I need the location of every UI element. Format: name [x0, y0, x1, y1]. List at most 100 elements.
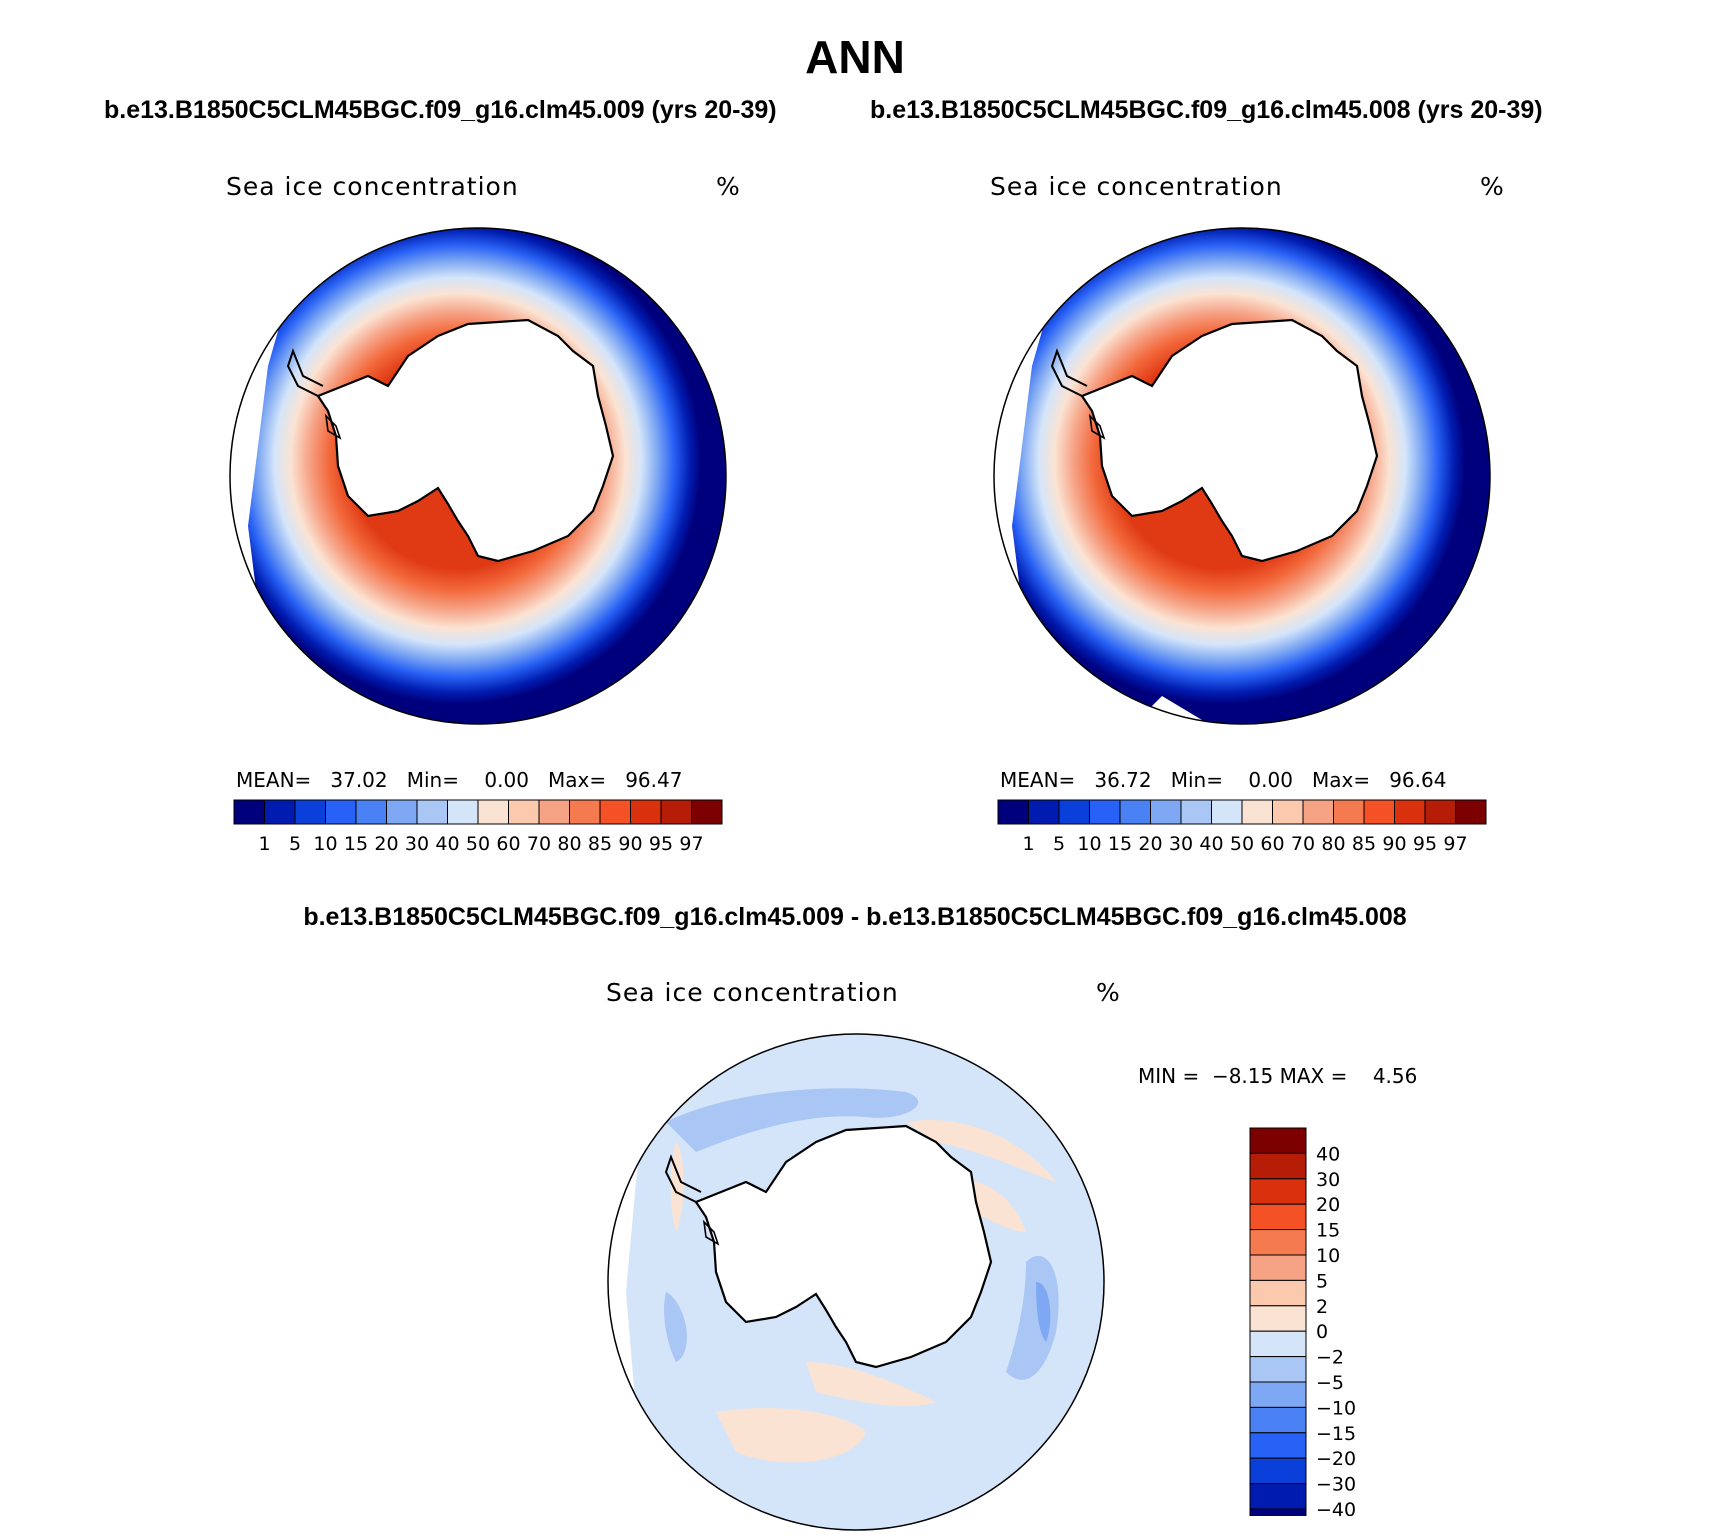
colorbar-3-tick-label: 5: [1316, 1270, 1328, 1292]
difference-max-value: 4.56: [1372, 1064, 1418, 1088]
colorbar-3-tick-label: 30: [1316, 1169, 1340, 1191]
colorbar-2-box: [1394, 799, 1426, 825]
colorbar-1-tick-label: 70: [527, 833, 551, 855]
colorbar-3-tick-label: 10: [1316, 1245, 1340, 1267]
colorbar-1-tick-label: 10: [313, 833, 337, 855]
colorbar-2-box: [1241, 799, 1273, 825]
colorbar-1-box: [691, 799, 723, 825]
colorbar-1-box: [264, 799, 296, 825]
colorbar-2-tick-label: 30: [1169, 833, 1193, 855]
colorbar-1-box: [599, 799, 631, 825]
colorbar-2-tick-label: 97: [1443, 833, 1467, 855]
colorbar-1-box: [233, 799, 265, 825]
panel-1-min-value: 0.00: [484, 768, 529, 792]
colorbar-3-tick-label: 40: [1316, 1143, 1340, 1165]
panel-1-map: [229, 227, 727, 725]
colorbar-2-tick-label: 15: [1108, 833, 1132, 855]
colorbar-2-box: [1150, 799, 1182, 825]
colorbar-2-tick-label: 50: [1230, 833, 1254, 855]
panel-1-antarctica: [316, 318, 615, 563]
colorbar-3-box: [1249, 1127, 1307, 1154]
colorbar-2-tick-label: 95: [1413, 833, 1437, 855]
colorbar-3-box: [1249, 1508, 1307, 1516]
colorbar-3-tick-label: 20: [1316, 1194, 1340, 1216]
panel-1-units-label: %: [716, 172, 741, 201]
difference-map: [607, 1033, 1105, 1531]
colorbar-3-tick-label: −40: [1316, 1499, 1356, 1516]
colorbar-3-box: [1249, 1457, 1307, 1485]
panel-2-min-label: Min=: [1170, 768, 1223, 792]
panel-2-mean-value: 36.72: [1094, 768, 1152, 792]
colorbar-3-tick-label: 2: [1316, 1296, 1328, 1318]
colorbar-1-tick-label: 40: [435, 833, 459, 855]
panel-2-max-label: Max=: [1312, 768, 1371, 792]
panel-1-max-label: Max=: [548, 768, 607, 792]
colorbar-1-box: [538, 799, 570, 825]
colorbar-3-tick-label: 0: [1316, 1321, 1328, 1343]
colorbar-2-tick-label: 20: [1138, 833, 1162, 855]
difference-antarctica: [694, 1124, 993, 1369]
colorbar-2-box: [997, 799, 1029, 825]
difference-variable-label: Sea ice concentration: [606, 978, 899, 1007]
colorbar-2-tick-label: 1: [1022, 833, 1034, 855]
colorbar-2-box: [1119, 799, 1151, 825]
colorbar-2-box: [1089, 799, 1121, 825]
colorbar-3-box: [1249, 1305, 1307, 1332]
colorbar-3-tick-label: −20: [1316, 1448, 1356, 1470]
colorbar-2-box: [1211, 799, 1243, 825]
colorbar-3-box: [1249, 1330, 1307, 1358]
colorbar-3-box: [1249, 1381, 1307, 1408]
colorbar-2-box: [1455, 799, 1487, 825]
colorbar-2-tick-label: 90: [1382, 833, 1406, 855]
figure-title: ANN: [805, 31, 905, 83]
colorbar-3-box: [1249, 1254, 1307, 1281]
panel-2-mean-label: MEAN=: [1000, 768, 1076, 792]
colorbar-1-tick-label: 90: [618, 833, 642, 855]
colorbar-2-tick-label: 80: [1321, 833, 1345, 855]
colorbar-3-box: [1249, 1432, 1307, 1459]
colorbar-2-box: [1302, 799, 1334, 825]
panel-1-max-value: 96.47: [625, 768, 683, 792]
colorbar-1-box: [569, 799, 601, 825]
colorbar-3-tick-label: −5: [1316, 1372, 1344, 1394]
colorbar-1-box: [355, 799, 387, 825]
panel-2-antarctica: [1080, 318, 1379, 563]
colorbar-3-box: [1249, 1152, 1307, 1180]
colorbar-1-tick-label: 95: [649, 833, 673, 855]
difference-stats: MIN = −8.15 MAX = 4.56: [1138, 1064, 1417, 1088]
panel-1-stats: MEAN= 37.02 Min= 0.00 Max= 96.47: [236, 768, 682, 792]
panel-1-mean-value: 37.02: [330, 768, 388, 792]
colorbar-2-tick-label: 10: [1077, 833, 1101, 855]
colorbar-2-tick-label: 40: [1199, 833, 1223, 855]
colorbar-2-tick-label: 85: [1352, 833, 1376, 855]
colorbar-1-tick-label: 30: [405, 833, 429, 855]
colorbar-1-tick-label: 80: [557, 833, 581, 855]
colorbar-1-box: [630, 799, 662, 825]
colorbar-2-tick-label: 5: [1053, 833, 1065, 855]
colorbar-3-tick-label: −15: [1316, 1423, 1356, 1445]
colorbar-2-tick-label: 70: [1291, 833, 1315, 855]
colorbar-1-box: [386, 799, 418, 825]
panel-2-units-label: %: [1480, 172, 1505, 201]
colorbar-1-box: [508, 799, 540, 825]
panel-1-colorbar: 1 5 10 15 20 30 40 50 60 70 80 85 90 95 97: [233, 799, 723, 855]
colorbar-1-tick-label: 20: [374, 833, 398, 855]
difference-max-label: MAX =: [1279, 1064, 1348, 1088]
colorbar-3-box: [1249, 1229, 1307, 1256]
panel-2-subtitle: b.e13.B1850C5CLM45BGC.f09_g16.clm45.008 …: [870, 96, 1543, 124]
colorbar-1-tick-label: 50: [466, 833, 490, 855]
colorbar-1-box: [660, 799, 692, 825]
colorbar-3-box: [1249, 1178, 1307, 1205]
colorbar-1-tick-label: 97: [679, 833, 703, 855]
difference-title: b.e13.B1850C5CLM45BGC.f09_g16.clm45.009 …: [303, 903, 1407, 931]
panel-1-subtitle: b.e13.B1850C5CLM45BGC.f09_g16.clm45.009 …: [104, 96, 777, 124]
colorbar-1-tick-label: 85: [588, 833, 612, 855]
panel-1-mean-label: MEAN=: [236, 768, 312, 792]
colorbar-1-tick-label: 60: [496, 833, 520, 855]
colorbar-1-tick-label: 5: [289, 833, 301, 855]
colorbar-1-box: [325, 799, 357, 825]
colorbar-1-box: [477, 799, 509, 825]
colorbar-3-tick-label: −2: [1316, 1347, 1344, 1369]
colorbar-1-tick-label: 1: [258, 833, 270, 855]
